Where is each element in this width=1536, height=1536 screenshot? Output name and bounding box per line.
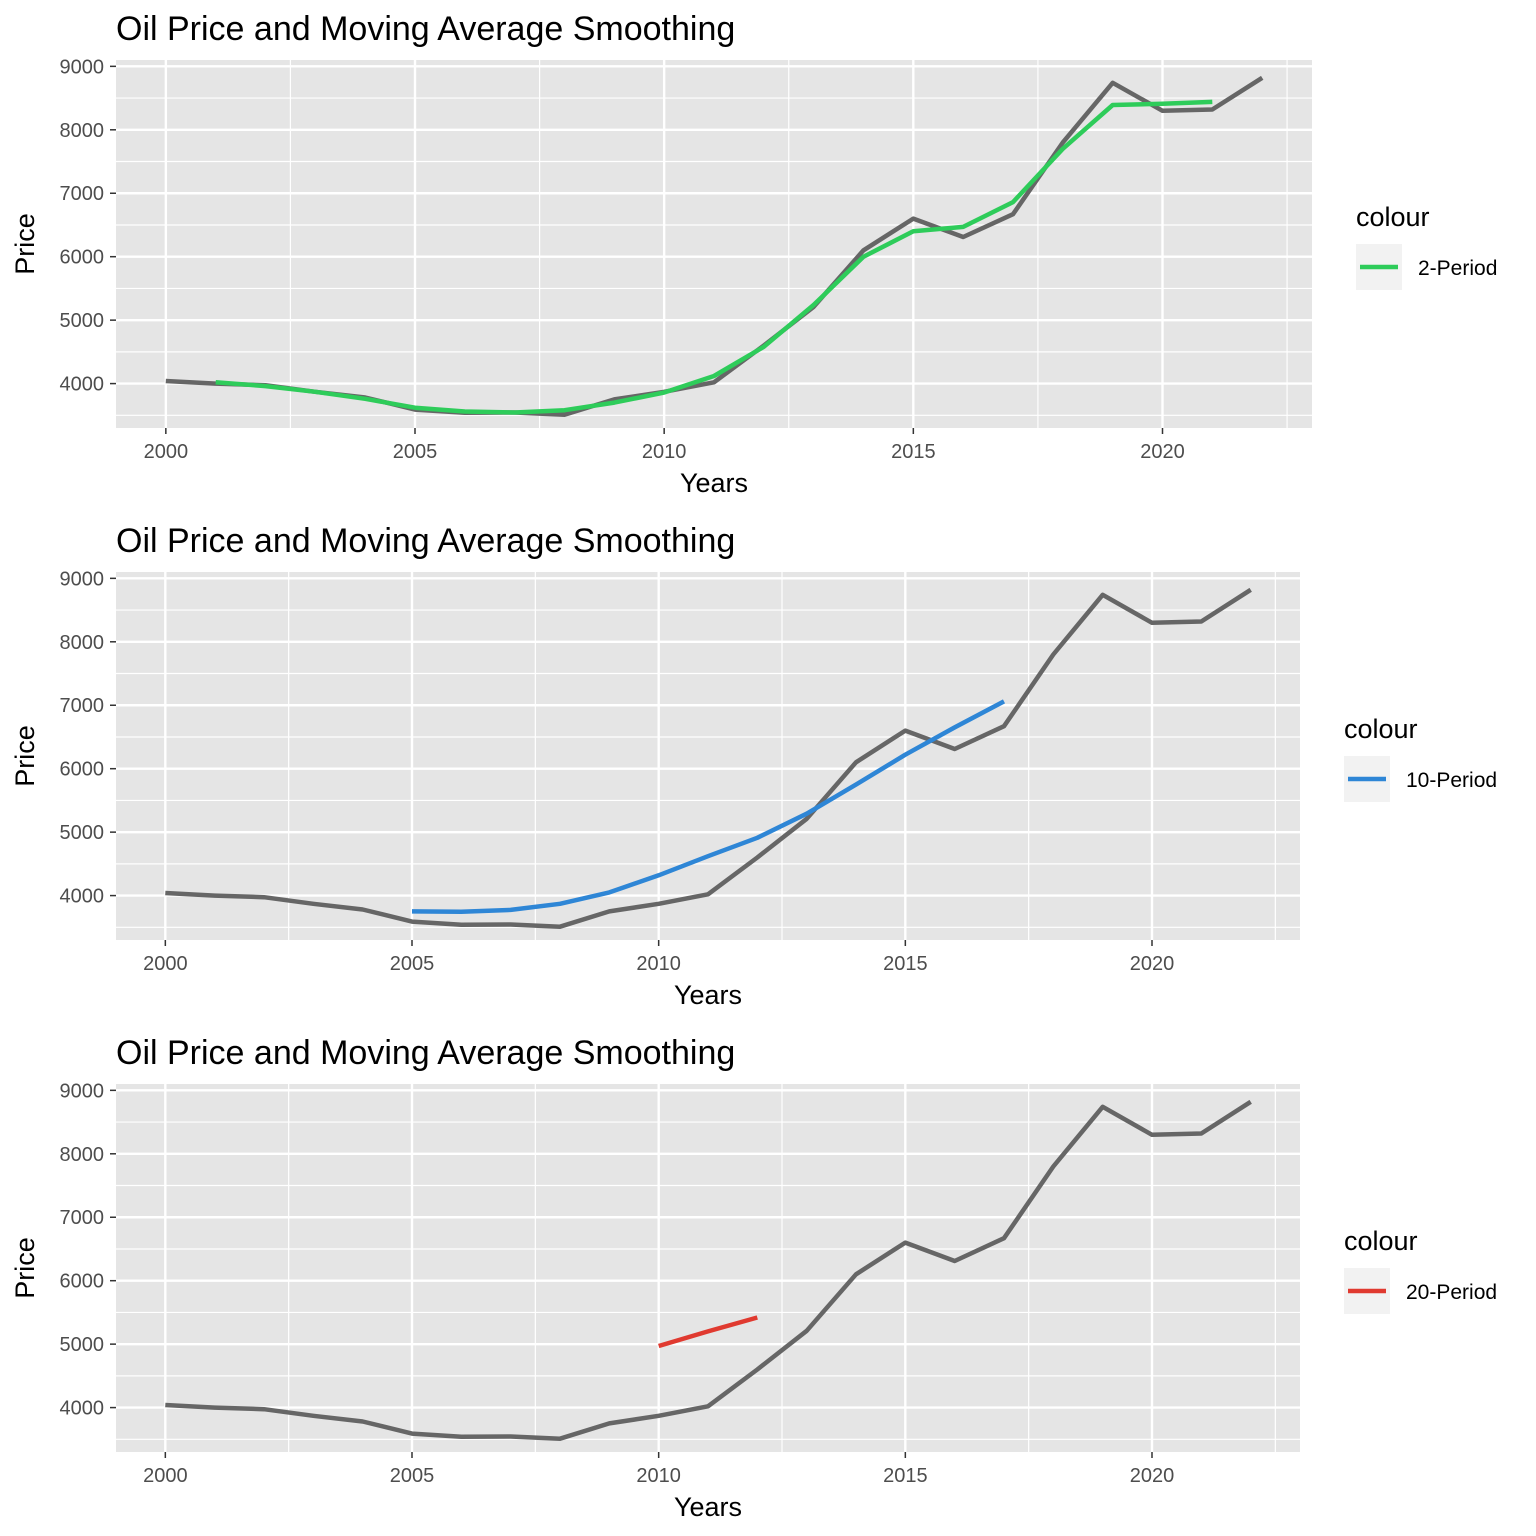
x-tick-label: 2010	[636, 953, 681, 975]
y-tick-label: 6000	[60, 1271, 105, 1293]
x-tick-label: 2000	[144, 441, 189, 463]
legend-title: colour	[1356, 202, 1430, 232]
chart-panel-2: Oil Price and Moving Average Smoothing 20…	[10, 522, 1497, 1010]
series-line-10-period	[411, 699, 1006, 915]
y-tick-label: 8000	[60, 1144, 105, 1166]
chart-title: Oil Price and Moving Average Smoothing	[116, 522, 735, 560]
x-tick-label: 2005	[393, 441, 438, 463]
y-tick-label: 7000	[60, 1207, 105, 1229]
legend-entry-label: 2-Period	[1418, 257, 1497, 280]
legend-title: colour	[1344, 1226, 1418, 1256]
x-tick-label: 2005	[390, 953, 435, 975]
legend-entry-label: 20-Period	[1406, 1281, 1497, 1304]
y-axis-title: Price	[10, 725, 40, 787]
x-tick-label: 2020	[1130, 953, 1175, 975]
legend-entry-label: 10-Period	[1406, 769, 1497, 792]
series-line-20-period	[658, 1315, 758, 1349]
x-tick-label: 2015	[883, 1465, 928, 1487]
plot-panel	[116, 572, 1300, 940]
x-tick-label: 2000	[143, 953, 188, 975]
y-tick-label: 9000	[60, 56, 105, 78]
y-axis-title: Price	[10, 213, 40, 275]
y-tick-label: 4000	[60, 1398, 105, 1420]
y-tick-label: 5000	[60, 310, 105, 332]
legend-title: colour	[1344, 714, 1418, 744]
plot-panel	[116, 60, 1312, 428]
y-tick-label: 4000	[60, 374, 105, 396]
y-tick-label: 8000	[60, 632, 105, 654]
x-tick-label: 2010	[636, 1465, 681, 1487]
x-axis-title: Years	[680, 468, 748, 498]
y-tick-label: 5000	[60, 822, 105, 844]
chart-title: Oil Price and Moving Average Smoothing	[116, 10, 735, 48]
y-tick-label: 8000	[60, 120, 105, 142]
series-line-price	[165, 1099, 1252, 1441]
series-line-2-period	[215, 99, 1213, 415]
y-axis-title: Price	[10, 1237, 40, 1299]
y-tick-label: 6000	[60, 759, 105, 781]
y-tick-label: 6000	[60, 247, 105, 269]
chart-panel-1: Oil Price and Moving Average Smoothing 20…	[10, 10, 1497, 498]
plot-panel	[116, 1084, 1300, 1452]
y-tick-label: 7000	[60, 183, 105, 205]
chart-panel-3: Oil Price and Moving Average Smoothing 20…	[10, 1034, 1497, 1522]
x-axis-title: Years	[674, 1492, 742, 1522]
x-tick-label: 2005	[390, 1465, 435, 1487]
x-tick-label: 2010	[642, 441, 687, 463]
x-tick-label: 2015	[891, 441, 936, 463]
y-tick-label: 9000	[60, 1080, 105, 1102]
x-axis-title: Years	[674, 980, 742, 1010]
x-tick-label: 2000	[143, 1465, 188, 1487]
y-tick-label: 9000	[60, 568, 105, 590]
y-tick-label: 7000	[60, 695, 105, 717]
series-line-price	[165, 587, 1252, 929]
y-tick-label: 5000	[60, 1334, 105, 1356]
x-tick-label: 2020	[1140, 441, 1185, 463]
y-tick-label: 4000	[60, 886, 105, 908]
chart-title: Oil Price and Moving Average Smoothing	[116, 1034, 735, 1072]
x-tick-label: 2015	[883, 953, 928, 975]
x-tick-label: 2020	[1130, 1465, 1175, 1487]
